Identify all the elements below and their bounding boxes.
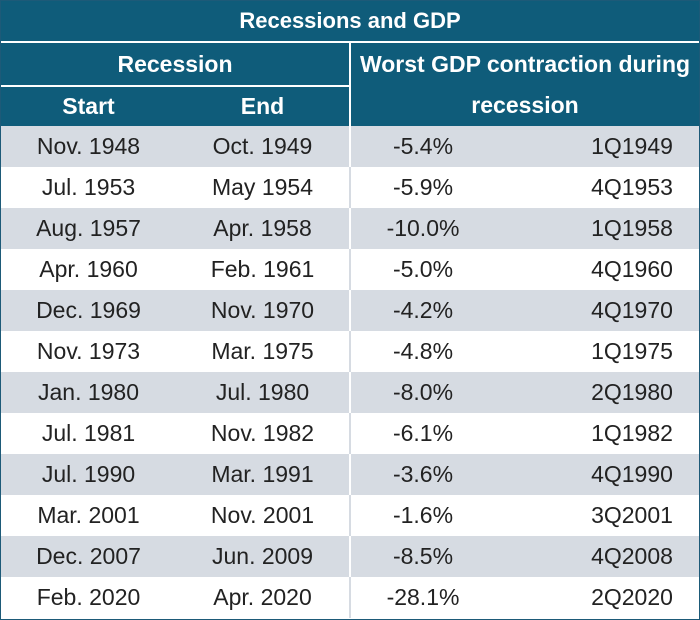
start-cell: Jul. 1990 (1, 454, 176, 495)
gdp-contraction-cell: -10.0% (350, 208, 525, 249)
table-row: Apr. 1960 Feb. 1961 -5.0% 4Q1960 (1, 249, 699, 290)
start-cell: Apr. 1960 (1, 249, 176, 290)
table-header: Recessions and GDP Recession Worst GDP c… (1, 1, 699, 126)
table-row: Jul. 1953 May 1954 -5.9% 4Q1953 (1, 167, 699, 208)
quarter-cell: 2Q2020 (525, 577, 699, 618)
title-row: Recessions and GDP (1, 1, 699, 43)
end-cell: Jul. 1980 (176, 372, 351, 413)
table-row: Dec. 2007 Jun. 2009 -8.5% 4Q2008 (1, 536, 699, 577)
table-row: Dec. 1969 Nov. 1970 -4.2% 4Q1970 (1, 290, 699, 331)
end-cell: May 1954 (176, 167, 351, 208)
table-row: Jul. 1981 Nov. 1982 -6.1% 1Q1982 (1, 413, 699, 454)
gdp-contraction-cell: -28.1% (350, 577, 525, 618)
quarter-cell: 4Q1960 (525, 249, 699, 290)
start-cell: Jul. 1981 (1, 413, 176, 454)
end-column-header: End (176, 86, 351, 126)
end-cell: Mar. 1975 (176, 331, 351, 372)
quarter-cell: 1Q1949 (525, 126, 699, 167)
end-cell: Nov. 1970 (176, 290, 351, 331)
start-cell: Jan. 1980 (1, 372, 176, 413)
start-cell: Aug. 1957 (1, 208, 176, 249)
table-row: Jan. 1980 Jul. 1980 -8.0% 2Q1980 (1, 372, 699, 413)
gdp-contraction-cell: -5.9% (350, 167, 525, 208)
quarter-cell: 1Q1982 (525, 413, 699, 454)
end-cell: Feb. 1961 (176, 249, 351, 290)
sub-header-row: Start End (1, 86, 699, 126)
end-cell: Apr. 2020 (176, 577, 351, 618)
end-cell: Mar. 1991 (176, 454, 351, 495)
table-row: Aug. 1957 Apr. 1958 -10.0% 1Q1958 (1, 208, 699, 249)
end-cell: Apr. 1958 (176, 208, 351, 249)
gdp-contraction-cell: -5.4% (350, 126, 525, 167)
end-cell: Nov. 2001 (176, 495, 351, 536)
quarter-cell: 4Q1953 (525, 167, 699, 208)
quarter-cell: 4Q2008 (525, 536, 699, 577)
end-cell: Jun. 2009 (176, 536, 351, 577)
gdp-contraction-cell: -3.6% (350, 454, 525, 495)
quarter-cell: 3Q2001 (525, 495, 699, 536)
quarter-cell: 4Q1990 (525, 454, 699, 495)
gdp-contraction-cell: -1.6% (350, 495, 525, 536)
gdp-contraction-cell: -4.2% (350, 290, 525, 331)
gdp-contraction-cell: -8.5% (350, 536, 525, 577)
worst-gdp-group-header: Worst GDP contraction during recession (350, 42, 699, 126)
start-column-header: Start (1, 86, 176, 126)
quarter-cell: 1Q1958 (525, 208, 699, 249)
table-body: Nov. 1948 Oct. 1949 -5.4% 1Q1949 Jul. 1953 Ma… (1, 126, 699, 618)
table-row: Nov. 1973 Mar. 1975 -4.8% 1Q1975 (1, 331, 699, 372)
start-cell: Mar. 2001 (1, 495, 176, 536)
end-cell: Oct. 1949 (176, 126, 351, 167)
quarter-cell: 1Q1975 (525, 331, 699, 372)
table-title: Recessions and GDP (1, 1, 699, 43)
table-row: Mar. 2001 Nov. 2001 -1.6% 3Q2001 (1, 495, 699, 536)
gdp-contraction-cell: -5.0% (350, 249, 525, 290)
start-cell: Nov. 1973 (1, 331, 176, 372)
gdp-contraction-cell: -4.8% (350, 331, 525, 372)
start-cell: Dec. 1969 (1, 290, 176, 331)
end-cell: Nov. 1982 (176, 413, 351, 454)
start-cell: Jul. 1953 (1, 167, 176, 208)
quarter-cell: 2Q1980 (525, 372, 699, 413)
gdp-contraction-cell: -8.0% (350, 372, 525, 413)
group-header-row: Recession Worst GDP contraction during r… (1, 42, 699, 126)
table-row: Nov. 1948 Oct. 1949 -5.4% 1Q1949 (1, 126, 699, 167)
gdp-contraction-cell: -6.1% (350, 413, 525, 454)
recession-group-header: Recession (1, 42, 351, 87)
table-row: Jul. 1990 Mar. 1991 -3.6% 4Q1990 (1, 454, 699, 495)
quarter-cell: 4Q1970 (525, 290, 699, 331)
start-cell: Nov. 1948 (1, 126, 176, 167)
start-cell: Feb. 2020 (1, 577, 176, 618)
start-cell: Dec. 2007 (1, 536, 176, 577)
table-row: Feb. 2020 Apr. 2020 -28.1% 2Q2020 (1, 577, 699, 618)
